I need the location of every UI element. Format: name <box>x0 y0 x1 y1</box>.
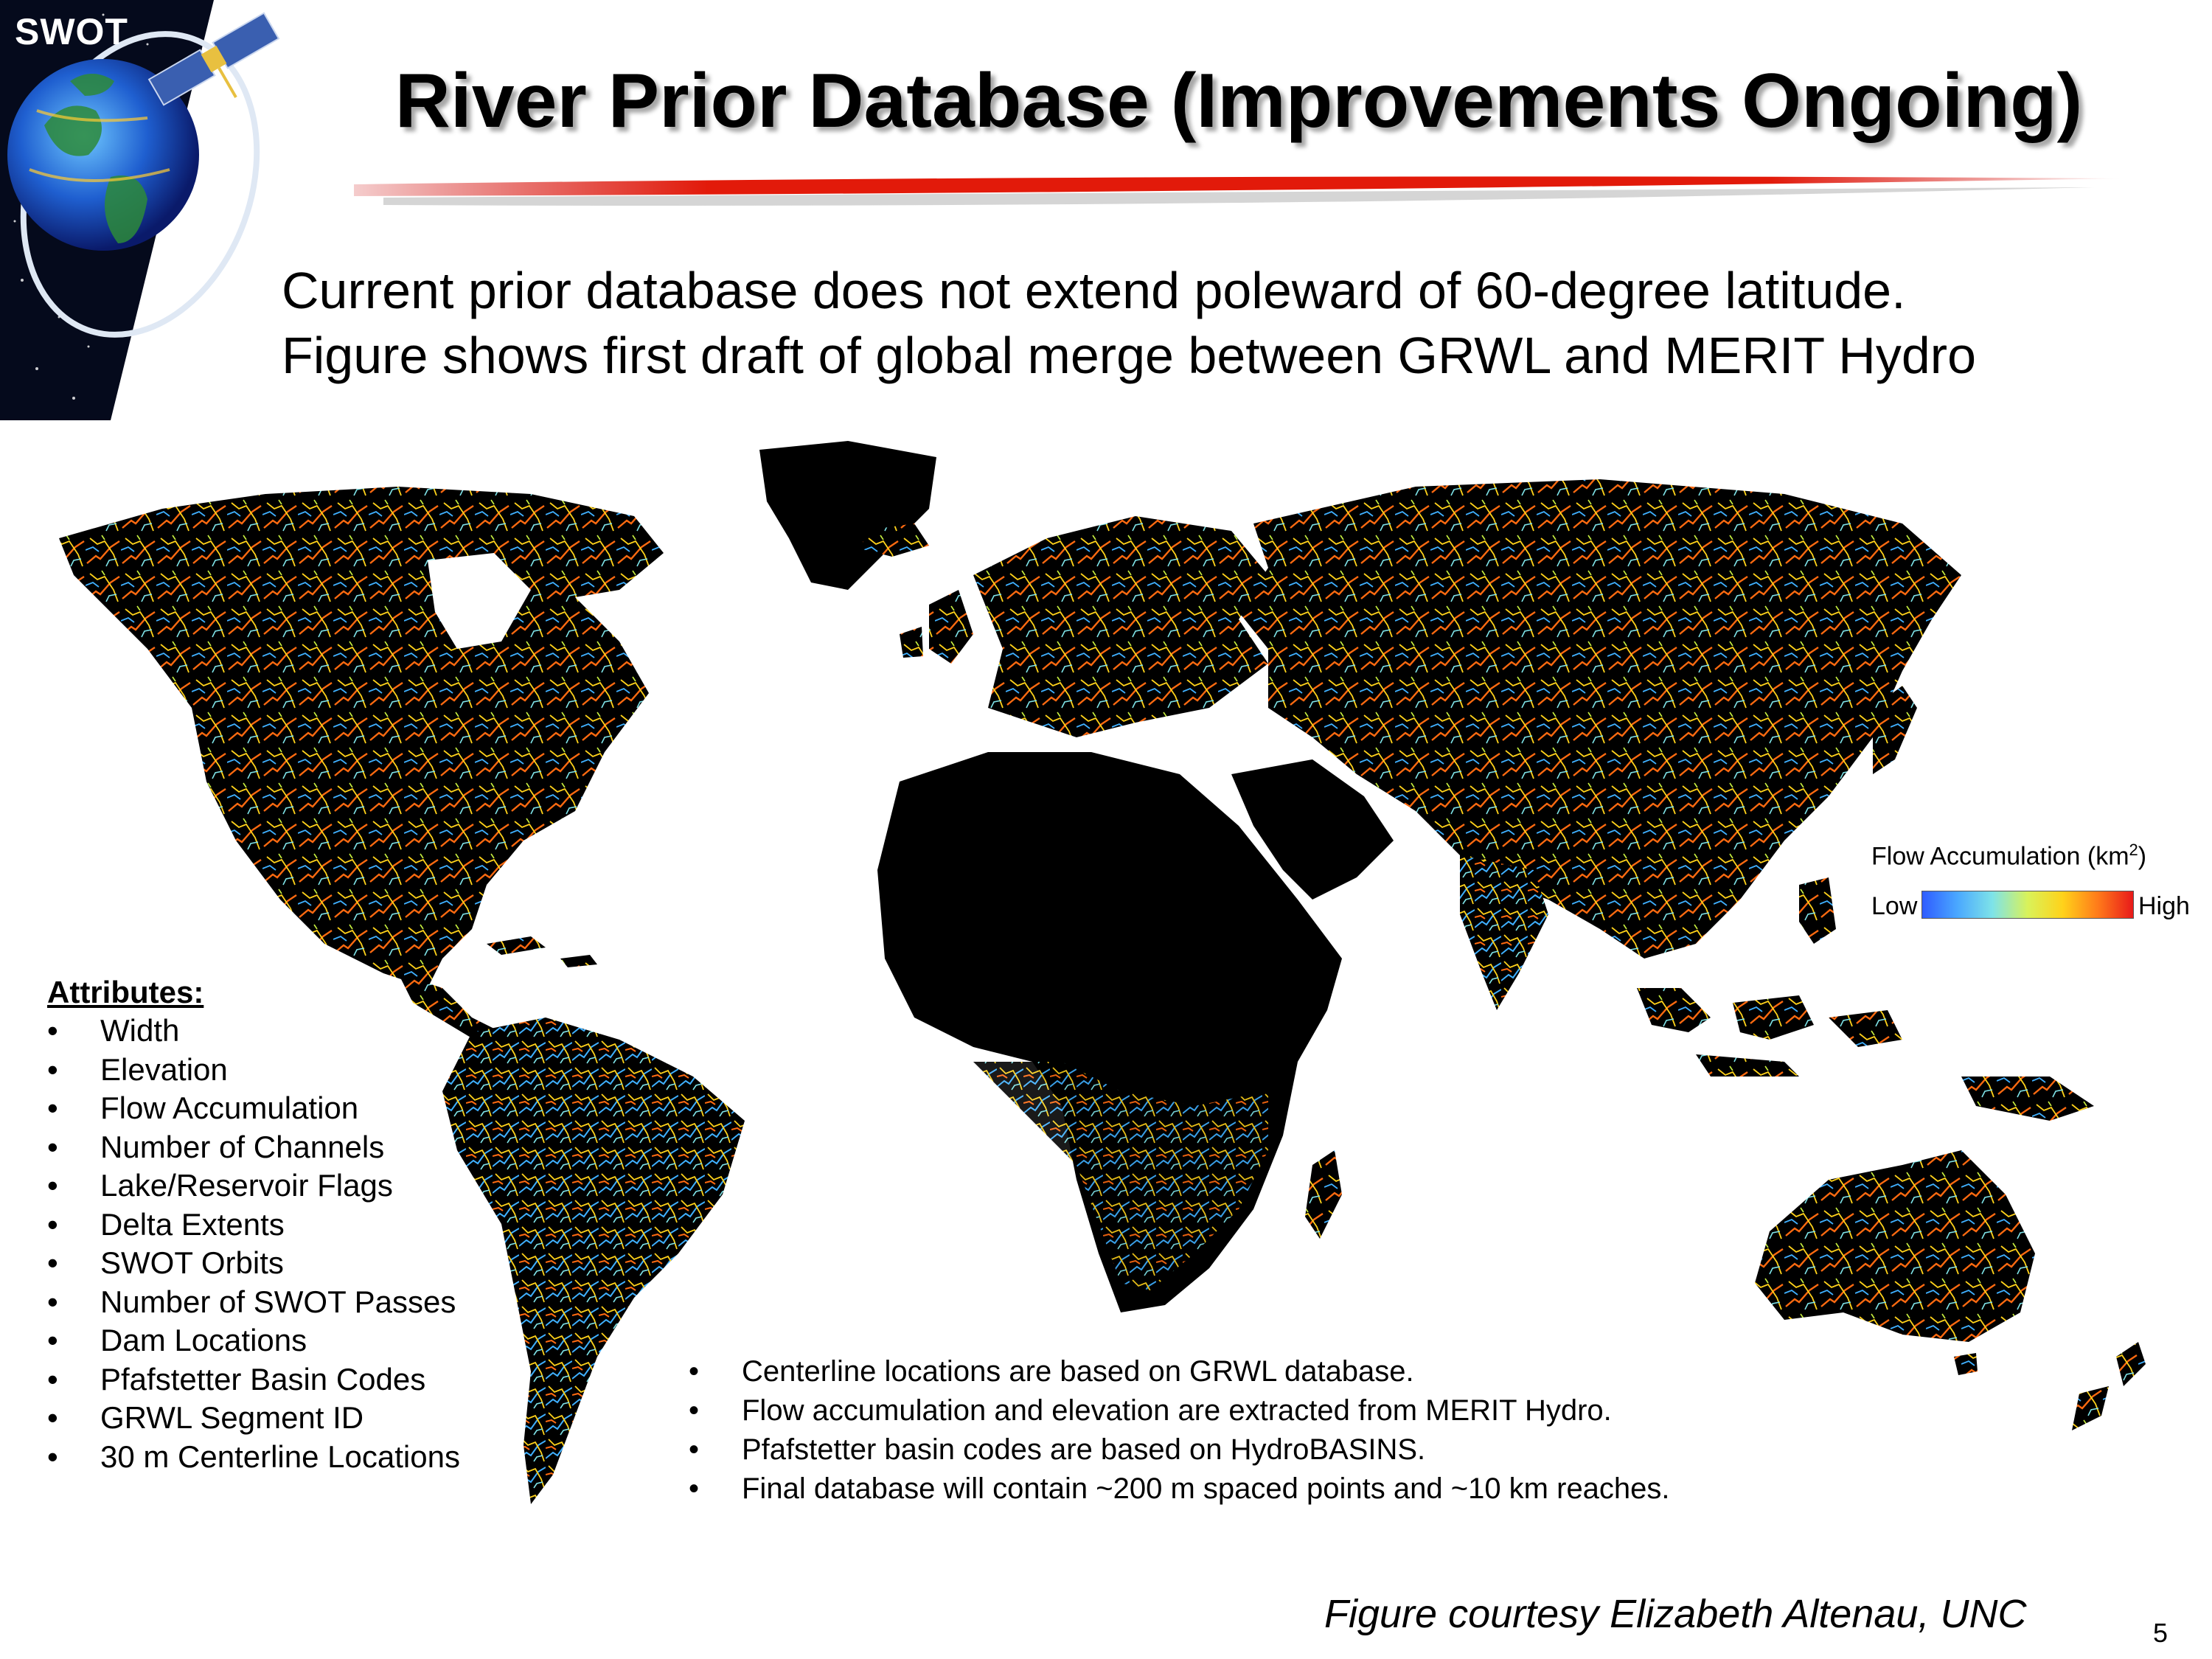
notes-panel: Centerline locations are based on GRWL d… <box>689 1352 1795 1509</box>
attribute-item: Width <box>47 1012 490 1051</box>
legend-title: Flow Accumulation (km2) <box>1871 841 2146 871</box>
europe-shape <box>973 516 1268 737</box>
note-item: Pfafstetter basin codes are based on Hyd… <box>689 1430 1795 1470</box>
legend-title-superscript: 2 <box>2129 841 2138 859</box>
intro-line-2: Figure shows first draft of global merge… <box>282 327 1977 384</box>
attributes-panel: Attributes: Width Elevation Flow Accumul… <box>47 973 490 1476</box>
swot-logo-text: SWOT <box>15 11 128 52</box>
india-shape <box>1460 855 1548 1010</box>
legend-low-label: Low <box>1871 892 1918 920</box>
indonesia-shape <box>1637 988 1902 1077</box>
note-item: Final database will contain ~200 m space… <box>689 1470 1795 1509</box>
attribute-item: Lake/Reservoir Flags <box>47 1166 490 1206</box>
intro-line-1: Current prior database does not extend p… <box>282 262 1906 319</box>
attribute-item: GRWL Segment ID <box>47 1399 490 1438</box>
notes-list: Centerline locations are based on GRWL d… <box>689 1352 1795 1509</box>
satellite-globe-icon <box>0 0 280 420</box>
attribute-item: Pfafstetter Basin Codes <box>47 1360 490 1399</box>
title-underline-swoosh <box>354 176 2124 206</box>
global-river-map <box>59 441 2146 1504</box>
attributes-heading: Attributes: <box>47 975 204 1009</box>
note-item: Centerline locations are based on GRWL d… <box>689 1352 1795 1391</box>
legend-high-label: High <box>2138 892 2190 920</box>
attribute-item: 30 m Centerline Locations <box>47 1438 490 1477</box>
north-america-shape <box>59 487 664 988</box>
attribute-item: Flow Accumulation <box>47 1089 490 1128</box>
attribute-item: Elevation <box>47 1051 490 1090</box>
asia-shape <box>1239 479 1961 959</box>
attributes-list: Width Elevation Flow Accumulation Number… <box>47 1012 490 1476</box>
attribute-item: Dam Locations <box>47 1321 490 1360</box>
legend-title-end: ) <box>2138 842 2147 871</box>
greenland-shape <box>759 441 936 590</box>
arabia-shape <box>1231 759 1394 900</box>
legend-color-ramp <box>1921 891 2134 919</box>
legend-title-text: Flow Accumulation (km <box>1871 842 2129 871</box>
note-item: Flow accumulation and elevation are extr… <box>689 1391 1795 1430</box>
figure-credit: Figure courtesy Elizabeth Altenau, UNC <box>1324 1592 2027 1636</box>
attribute-item: Number of Channels <box>47 1128 490 1167</box>
page-title: River Prior Database (Improvements Ongoi… <box>394 58 2083 144</box>
attribute-item: Delta Extents <box>47 1206 490 1245</box>
south-america-shape <box>442 1018 745 1504</box>
attribute-item: Number of SWOT Passes <box>47 1283 490 1322</box>
australia-shape <box>1755 1150 2035 1342</box>
flow-accumulation-legend: Flow Accumulation (km2) Low High <box>1871 841 2211 929</box>
intro-text: Current prior database does not extend p… <box>282 258 1976 388</box>
attribute-item: SWOT Orbits <box>47 1244 490 1283</box>
page-number: 5 <box>2153 1618 2168 1648</box>
swot-logo-panel: SWOT <box>0 0 310 420</box>
